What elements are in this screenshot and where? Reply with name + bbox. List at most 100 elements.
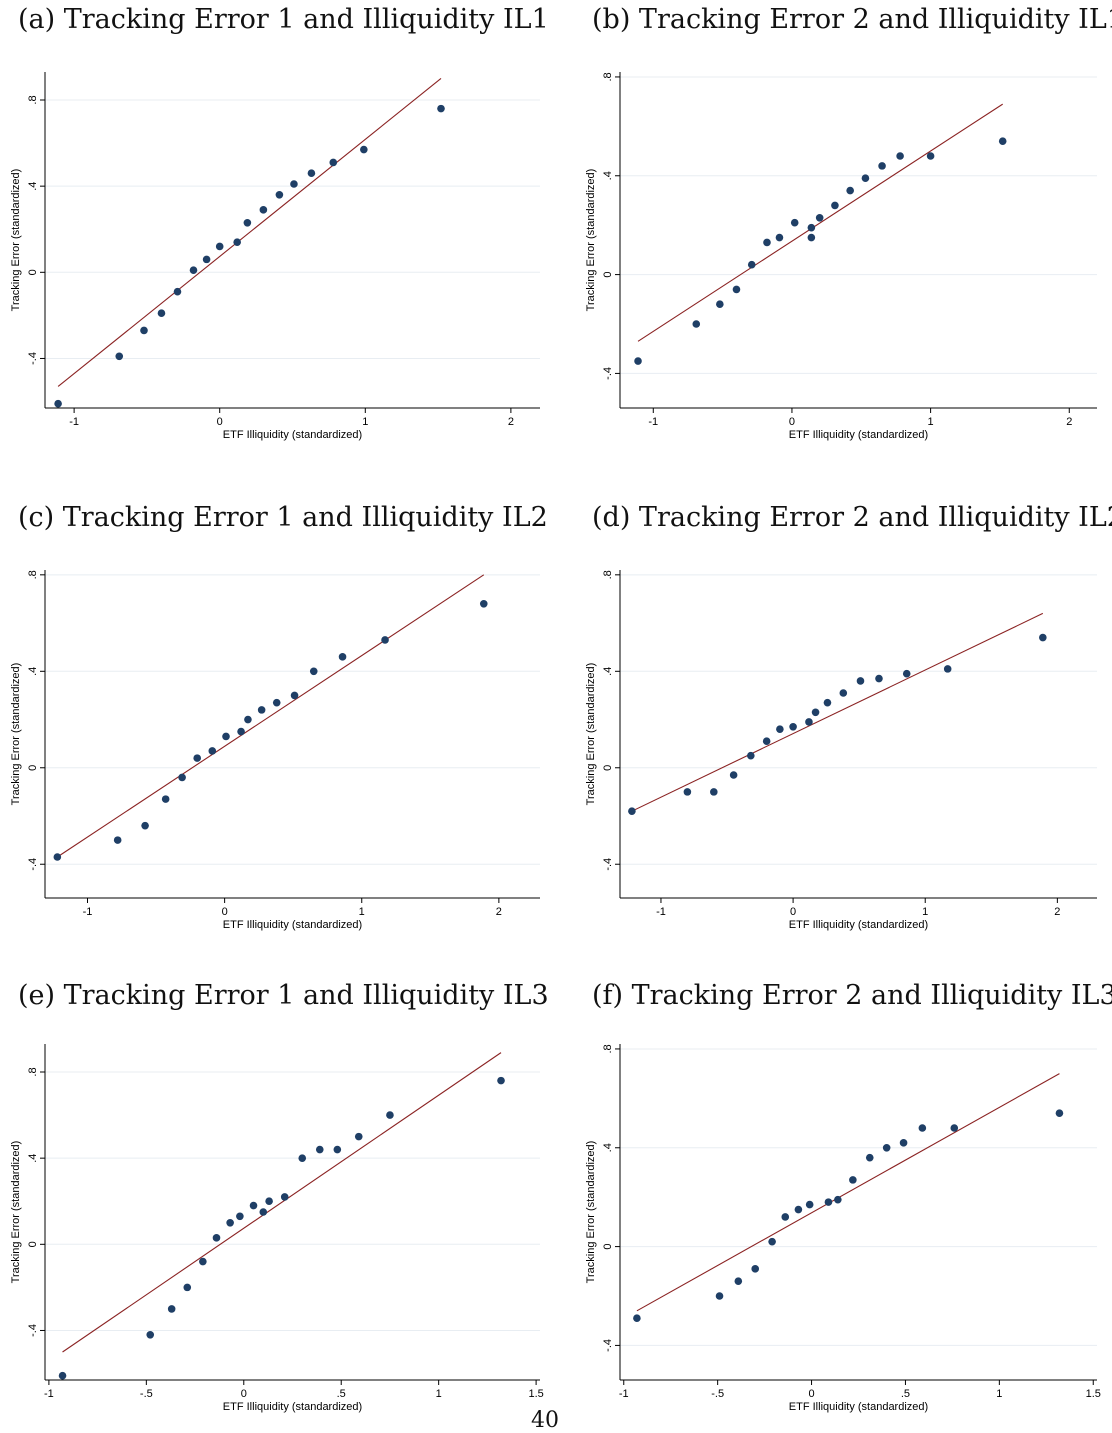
- data-point: [710, 788, 718, 796]
- data-point: [926, 152, 935, 160]
- x-tick-label: 1: [359, 906, 365, 918]
- data-point: [381, 636, 389, 644]
- data-point: [781, 1213, 790, 1221]
- x-tick-label: .5: [337, 1388, 346, 1400]
- y-tick-label: .4: [27, 667, 39, 676]
- data-point: [386, 1111, 394, 1119]
- data-point: [338, 653, 347, 661]
- data-point: [896, 152, 904, 160]
- data-point: [140, 326, 148, 335]
- y-tick-label: 0: [602, 1244, 614, 1250]
- data-point: [215, 242, 224, 251]
- data-point: [189, 266, 198, 274]
- data-point: [794, 1205, 803, 1214]
- x-tick-label: 2: [508, 416, 514, 428]
- chart-panel-e: -1 -.5 0 .5 1 1.5 -.4 0 .4 .8 ETF Illiquidity (sta…: [10, 1044, 544, 1413]
- x-tick-label: -1: [656, 906, 666, 918]
- data-point: [437, 104, 445, 113]
- data-point: [878, 162, 886, 170]
- data-point: [634, 357, 642, 365]
- data-point: [329, 158, 338, 167]
- data-point: [628, 807, 636, 815]
- data-point: [183, 1283, 192, 1292]
- y-tick-label: .4: [602, 667, 614, 676]
- data-point: [275, 190, 284, 199]
- x-tick-label: -1: [69, 416, 79, 428]
- data-point: [243, 218, 252, 227]
- data-point: [805, 1200, 814, 1209]
- data-point: [856, 677, 865, 685]
- x-tick-label: 0: [790, 906, 796, 918]
- data-point: [729, 771, 738, 779]
- y-axis-label: Tracking Error (standardized): [585, 169, 597, 312]
- data-point: [763, 238, 771, 247]
- data-point: [115, 352, 124, 361]
- data-point: [875, 674, 883, 683]
- data-point: [161, 795, 170, 803]
- data-point: [815, 213, 824, 222]
- chart-panel-b: -1 0 1 2 -.4 0 .4 .8 ETF Illiquidity (standardiz…: [585, 72, 1097, 441]
- data-point: [807, 223, 816, 232]
- x-tick-label: -1: [648, 416, 658, 428]
- data-point: [212, 1234, 221, 1242]
- data-point: [789, 722, 797, 731]
- data-point: [146, 1330, 155, 1339]
- data-point: [1039, 633, 1047, 642]
- page-number: 40: [531, 1408, 559, 1433]
- y-tick-label: -.4: [27, 1324, 39, 1337]
- data-point: [715, 1292, 724, 1300]
- data-point: [950, 1124, 959, 1132]
- y-tick-label: 0: [27, 1241, 39, 1247]
- x-axis-label: ETF Illiquidity (standardized): [789, 919, 928, 931]
- x-tick-label: 2: [1066, 416, 1072, 428]
- x-tick-label: 1: [928, 416, 934, 428]
- x-tick-label: 0: [241, 1388, 247, 1400]
- caption-d: (d) Tracking Error 2 and Illiquidity IL2: [592, 502, 1112, 533]
- x-tick-label: 1: [922, 906, 928, 918]
- data-point: [824, 1198, 833, 1206]
- x-axis-label: ETF Illiquidity (standardized): [223, 919, 362, 931]
- data-point: [683, 788, 692, 796]
- y-tick-label: .8: [27, 1067, 39, 1076]
- data-point: [768, 1237, 776, 1246]
- data-point: [193, 754, 202, 762]
- data-point: [354, 1132, 363, 1141]
- data-point: [775, 233, 784, 242]
- data-point: [259, 206, 268, 214]
- fit-line: [62, 1052, 502, 1353]
- fit-line: [637, 103, 1004, 342]
- fit-line: [636, 1073, 1060, 1312]
- caption-b: (b) Tracking Error 2 and Illiquidity IL1: [592, 4, 1112, 35]
- data-point: [272, 698, 281, 707]
- data-point: [54, 399, 62, 408]
- x-tick-label: -1: [619, 1388, 629, 1400]
- y-tick-label: 0: [602, 272, 614, 278]
- data-point: [747, 751, 755, 760]
- x-axis-label: ETF Illiquidity (standardized): [789, 1401, 928, 1413]
- data-point: [178, 773, 186, 782]
- data-point: [902, 669, 911, 678]
- x-tick-label: 1: [996, 1388, 1002, 1400]
- x-axis-label: ETF Illiquidity (standardized): [223, 1401, 362, 1413]
- chart-panel-f: -1 -.5 0 .5 1 1.5 -.4 0 .4 .8 ETF Illiquidity (sta…: [585, 1044, 1101, 1413]
- data-point: [899, 1139, 908, 1147]
- x-tick-label: .5: [901, 1388, 910, 1400]
- y-axis-label: Tracking Error (standardized): [10, 169, 22, 312]
- data-point: [692, 320, 701, 328]
- x-tick-label: 0: [217, 416, 223, 428]
- y-tick-label: -.4: [27, 352, 39, 365]
- y-tick-label: .8: [27, 95, 39, 104]
- caption-e: (e) Tracking Error 1 and Illiquidity IL3: [18, 980, 549, 1011]
- data-point: [208, 747, 217, 755]
- data-point: [199, 1257, 207, 1266]
- x-axis-label: ETF Illiquidity (standardized): [789, 429, 928, 441]
- data-point: [360, 145, 368, 154]
- data-point: [53, 853, 62, 861]
- x-tick-label: 1: [436, 1388, 442, 1400]
- data-point: [943, 665, 952, 673]
- y-tick-label: .8: [602, 1044, 614, 1053]
- y-tick-label: .4: [27, 1154, 39, 1163]
- y-tick-label: .4: [602, 1143, 614, 1152]
- data-point: [298, 1154, 307, 1162]
- y-tick-label: .4: [602, 171, 614, 180]
